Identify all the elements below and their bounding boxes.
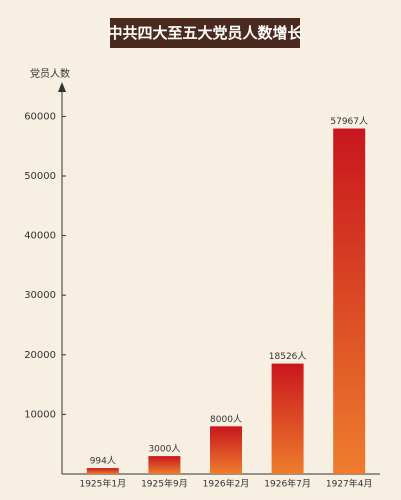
x-tick-label: 1925年9月 bbox=[141, 478, 188, 490]
value-label: 8000人 bbox=[210, 414, 242, 425]
y-axis-arrow bbox=[58, 82, 66, 92]
y-tick-label: 20000 bbox=[24, 350, 56, 361]
bar bbox=[271, 363, 304, 474]
chart-title: 中共四大至五大党员人数增长 bbox=[107, 24, 303, 42]
y-tick-label: 30000 bbox=[24, 290, 56, 301]
bar bbox=[333, 128, 366, 475]
y-tick-label: 40000 bbox=[24, 231, 56, 242]
y-tick-label: 50000 bbox=[24, 171, 56, 182]
y-tick-label: 10000 bbox=[24, 409, 56, 420]
value-label: 57967人 bbox=[330, 116, 368, 127]
x-tick-label: 1925年1月 bbox=[79, 478, 126, 490]
title-box bbox=[110, 18, 300, 48]
value-label: 18526人 bbox=[269, 351, 307, 362]
y-axis-label: 党员人数 bbox=[30, 67, 70, 80]
value-label: 3000人 bbox=[148, 444, 180, 455]
x-tick-label: 1926年7月 bbox=[264, 478, 311, 490]
x-tick-label: 1926年2月 bbox=[203, 478, 250, 490]
bar bbox=[86, 468, 119, 474]
value-label: 994人 bbox=[90, 456, 116, 467]
bar bbox=[148, 456, 181, 474]
bar bbox=[210, 426, 242, 474]
x-tick-label: 1927年4月 bbox=[326, 478, 373, 490]
y-tick-label: 60000 bbox=[24, 111, 56, 122]
